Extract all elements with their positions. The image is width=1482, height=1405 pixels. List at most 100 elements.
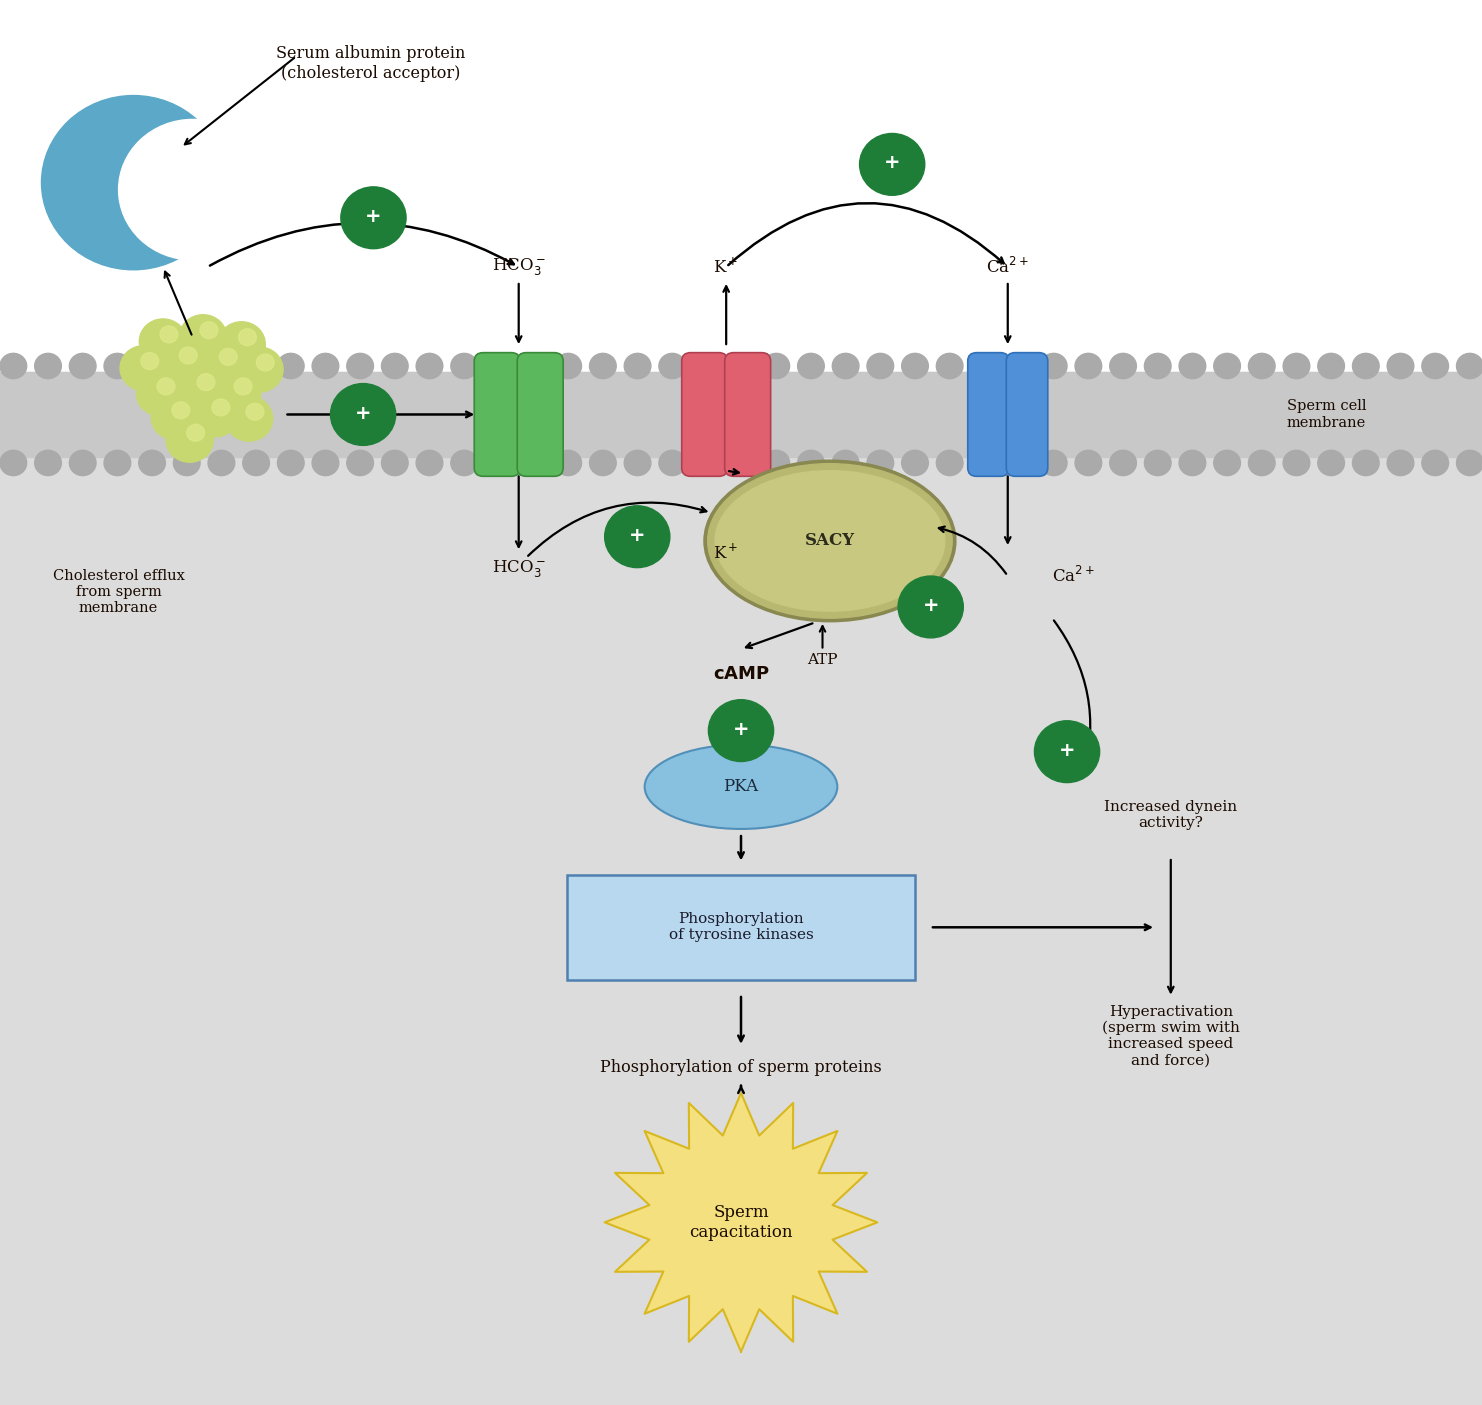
Bar [0, 372, 1482, 457]
Circle shape [212, 399, 230, 416]
Text: Hyperactivation
(sperm swim with
increased speed
and force): Hyperactivation (sperm swim with increas… [1101, 1005, 1240, 1068]
Circle shape [860, 133, 925, 195]
Circle shape [867, 353, 894, 379]
Circle shape [157, 378, 175, 395]
Circle shape [624, 353, 651, 379]
Circle shape [207, 353, 234, 379]
Circle shape [833, 353, 860, 379]
Circle shape [243, 353, 270, 379]
Text: SACY: SACY [805, 532, 855, 549]
Circle shape [330, 384, 396, 445]
Circle shape [1421, 450, 1448, 475]
Circle shape [1248, 353, 1275, 379]
Circle shape [1144, 450, 1171, 475]
FancyBboxPatch shape [1006, 353, 1048, 476]
Circle shape [937, 353, 963, 379]
Circle shape [971, 450, 997, 475]
Circle shape [708, 700, 774, 762]
Circle shape [898, 576, 963, 638]
Circle shape [277, 353, 304, 379]
Circle shape [225, 396, 273, 441]
Text: +: + [354, 403, 372, 423]
Circle shape [797, 450, 824, 475]
Circle shape [313, 353, 339, 379]
Circle shape [199, 341, 246, 386]
Circle shape [728, 353, 754, 379]
Circle shape [694, 353, 720, 379]
Circle shape [590, 353, 617, 379]
Circle shape [179, 347, 197, 364]
Circle shape [70, 450, 96, 475]
Circle shape [416, 353, 443, 379]
Text: Phosphorylation
of tyrosine kinases: Phosphorylation of tyrosine kinases [668, 912, 814, 943]
Circle shape [590, 450, 617, 475]
Circle shape [239, 329, 256, 346]
FancyBboxPatch shape [474, 353, 520, 476]
Text: ATP: ATP [808, 653, 837, 667]
Text: Sperm
capacitation: Sperm capacitation [689, 1204, 793, 1241]
Circle shape [166, 417, 213, 462]
Ellipse shape [704, 461, 956, 622]
Circle shape [901, 450, 928, 475]
Circle shape [218, 322, 265, 367]
Circle shape [728, 450, 754, 475]
Circle shape [347, 353, 373, 379]
Circle shape [139, 353, 166, 379]
Circle shape [277, 450, 304, 475]
FancyBboxPatch shape [517, 353, 563, 476]
Circle shape [104, 353, 130, 379]
Circle shape [341, 187, 406, 249]
Circle shape [624, 450, 651, 475]
Text: $\mathbf{cAMP}$: $\mathbf{cAMP}$ [713, 666, 769, 683]
Circle shape [0, 450, 27, 475]
Circle shape [207, 450, 234, 475]
Circle shape [34, 353, 61, 379]
Circle shape [200, 322, 218, 339]
Circle shape [70, 353, 96, 379]
Circle shape [971, 353, 997, 379]
Text: Phosphorylation of sperm proteins: Phosphorylation of sperm proteins [600, 1059, 882, 1076]
Circle shape [763, 353, 790, 379]
Circle shape [141, 353, 159, 370]
Circle shape [1387, 450, 1414, 475]
Circle shape [313, 450, 339, 475]
Circle shape [234, 378, 252, 395]
Bar [0, 372, 1482, 1405]
Circle shape [381, 450, 408, 475]
Circle shape [486, 353, 513, 379]
Circle shape [159, 340, 206, 385]
Ellipse shape [645, 745, 837, 829]
Circle shape [1180, 450, 1206, 475]
Circle shape [172, 402, 190, 419]
Circle shape [1214, 353, 1240, 379]
Circle shape [243, 450, 270, 475]
Text: Cholesterol efflux
from sperm
membrane: Cholesterol efflux from sperm membrane [53, 569, 184, 615]
Ellipse shape [716, 471, 946, 611]
Circle shape [219, 348, 237, 365]
Circle shape [1248, 450, 1275, 475]
Circle shape [34, 450, 61, 475]
Circle shape [197, 374, 215, 391]
Text: +: + [732, 719, 750, 739]
Circle shape [151, 395, 199, 440]
Circle shape [1074, 450, 1101, 475]
Circle shape [191, 392, 239, 437]
FancyBboxPatch shape [566, 874, 914, 981]
Circle shape [187, 424, 205, 441]
Text: +: + [883, 153, 901, 173]
Circle shape [1110, 353, 1137, 379]
Circle shape [0, 353, 27, 379]
Circle shape [1353, 353, 1380, 379]
Circle shape [554, 353, 581, 379]
Text: +: + [922, 596, 940, 615]
Circle shape [104, 450, 130, 475]
Circle shape [139, 450, 166, 475]
Circle shape [139, 319, 187, 364]
Text: Sperm cell
membrane: Sperm cell membrane [1286, 399, 1366, 430]
Text: Increased dynein
activity?: Increased dynein activity? [1104, 799, 1237, 830]
Circle shape [347, 450, 373, 475]
Circle shape [176, 367, 224, 412]
Circle shape [1317, 353, 1344, 379]
Circle shape [173, 450, 200, 475]
Text: HCO$_3^-$: HCO$_3^-$ [492, 256, 545, 277]
